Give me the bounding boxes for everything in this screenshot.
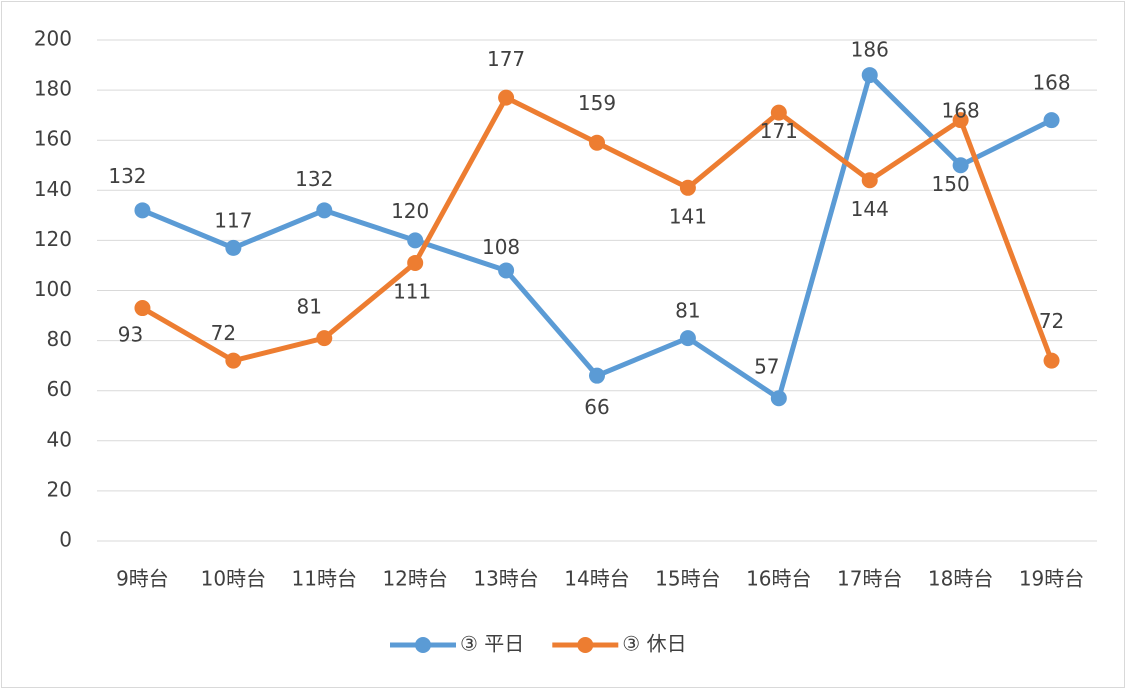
data-label: 132	[108, 164, 146, 188]
data-point	[498, 262, 515, 279]
data-label: 108	[482, 235, 520, 259]
data-label: 159	[578, 91, 616, 115]
data-point	[1043, 352, 1060, 369]
y-tick-label: 100	[34, 277, 72, 301]
data-label: 141	[669, 204, 707, 228]
y-tick-label: 120	[34, 227, 72, 251]
data-point	[407, 232, 424, 249]
data-point	[952, 157, 969, 174]
data-label: 93	[118, 323, 143, 347]
data-label: 132	[295, 167, 333, 191]
data-point	[589, 367, 605, 384]
data-label: 177	[487, 47, 525, 71]
x-tick-label: 13時台	[473, 567, 538, 591]
x-tick-label: 17時台	[837, 567, 902, 591]
data-label: 111	[393, 279, 431, 303]
y-tick-label: 80	[47, 327, 72, 351]
data-label: 150	[932, 172, 970, 196]
x-tick-label: 10時台	[201, 567, 266, 591]
x-tick-label: 12時台	[382, 567, 447, 591]
data-label: 117	[214, 208, 252, 232]
y-tick-label: 200	[34, 27, 72, 51]
data-point	[679, 179, 696, 196]
data-point	[861, 67, 878, 84]
data-label: 171	[760, 119, 798, 143]
data-point	[498, 89, 515, 106]
x-tick-label: 14時台	[564, 567, 629, 591]
data-point	[225, 352, 242, 369]
data-point	[134, 202, 151, 219]
x-tick-label: 9時台	[116, 567, 169, 591]
data-point	[225, 239, 242, 256]
data-label: 168	[1032, 71, 1070, 95]
y-tick-label: 140	[34, 177, 72, 201]
y-tick-label: 160	[34, 127, 72, 151]
data-label: 144	[851, 197, 889, 221]
data-label: 81	[297, 295, 322, 319]
legend-marker	[415, 637, 431, 653]
data-point	[316, 330, 333, 347]
legend-label: ③ 平日	[460, 632, 524, 656]
y-tick-label: 20	[47, 477, 72, 501]
y-tick-label: 0	[59, 528, 72, 552]
data-point	[589, 134, 605, 151]
y-tick-label: 60	[47, 377, 72, 401]
data-label: 120	[391, 199, 429, 223]
legend-label: ③ 休日	[622, 632, 686, 656]
y-tick-label: 40	[47, 427, 72, 451]
data-label: 57	[754, 355, 779, 379]
x-tick-label: 11時台	[292, 567, 357, 591]
x-tick-label: 16時台	[746, 567, 811, 591]
data-label: 168	[942, 99, 980, 123]
data-label: 72	[1039, 309, 1064, 333]
data-point	[952, 112, 969, 129]
legend-marker	[577, 637, 594, 653]
x-tick-label: 19時台	[1019, 567, 1084, 591]
y-tick-label: 180	[34, 77, 72, 101]
data-point	[407, 254, 424, 271]
data-point	[1043, 112, 1060, 129]
data-point	[316, 202, 333, 219]
data-point	[770, 104, 787, 121]
x-tick-label: 15時台	[655, 567, 720, 591]
data-point	[770, 390, 787, 407]
data-label: 81	[675, 299, 700, 323]
x-tick-label: 18時台	[928, 567, 993, 591]
data-label: 72	[211, 321, 236, 345]
data-point	[861, 172, 878, 189]
data-point	[679, 330, 696, 347]
data-point	[134, 300, 151, 317]
data-label: 66	[584, 395, 609, 419]
data-label: 186	[851, 38, 889, 62]
